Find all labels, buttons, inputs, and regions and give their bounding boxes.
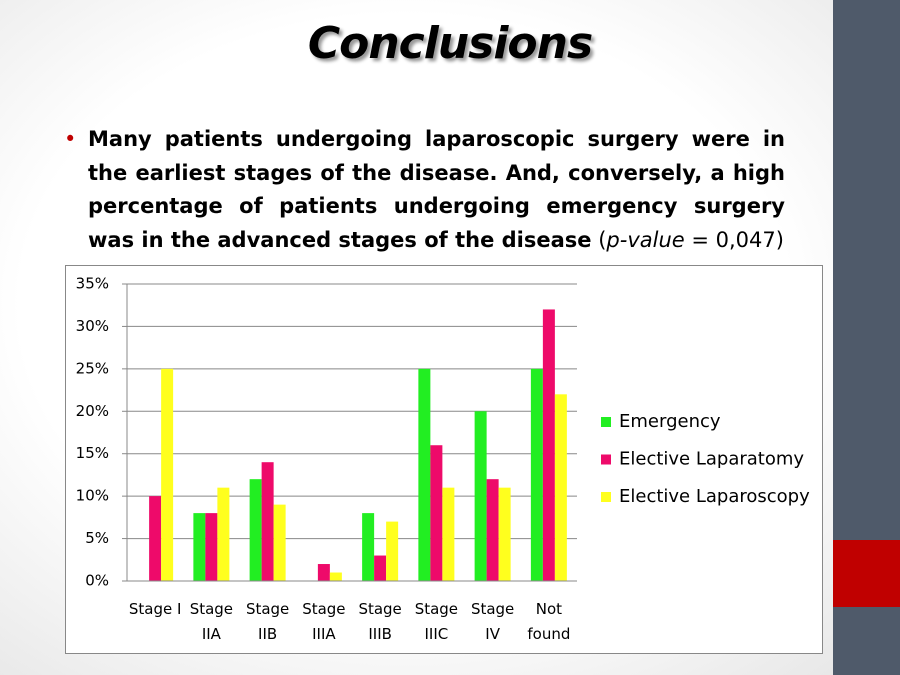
bar <box>554 394 567 581</box>
x-tick-label: Stage I <box>128 600 182 618</box>
bullet-dot: • <box>64 127 77 151</box>
bar <box>161 368 174 581</box>
y-tick-label: 10% <box>76 487 109 505</box>
x-tick-label: Stage IIIC <box>414 600 459 643</box>
y-tick-label: 15% <box>76 444 109 462</box>
bar <box>542 309 555 581</box>
chart-svg: 0% 5% 10% 15% 20% 25% 30% 35% Emergency Elective … <box>76 275 810 590</box>
bar <box>374 555 387 581</box>
y-tick-label: 35% <box>76 275 109 293</box>
y-tick-label: 0% <box>85 572 109 590</box>
bar <box>530 368 543 581</box>
bar <box>486 479 499 581</box>
bar <box>329 572 342 581</box>
sidebar-accent <box>833 540 900 607</box>
bar <box>205 513 218 581</box>
y-tick-label: 25% <box>76 359 109 377</box>
x-tick-label: Stage IIIB <box>358 600 402 643</box>
bar <box>430 445 443 581</box>
bar <box>193 513 206 581</box>
slide-title: Conclusions <box>307 18 593 69</box>
bullet-italic: p-value <box>606 227 685 252</box>
bullet-bold: Many patients undergoing laparoscopic su… <box>88 127 785 252</box>
legend-swatch <box>601 492 611 502</box>
chart: 0% 5% 10% 15% 20% 25% 30% 35% Emergency Elective … <box>65 265 823 654</box>
x-tick-label: Stage IIB <box>245 600 290 643</box>
x-tick-label: Stage IV <box>470 600 515 643</box>
bar <box>498 487 511 581</box>
legend-swatch <box>601 417 611 427</box>
bar <box>386 521 399 581</box>
bar <box>474 411 487 581</box>
legend-label: Emergency <box>619 411 721 432</box>
x-tick-label: Stage IIA <box>189 600 234 643</box>
bar <box>362 513 375 581</box>
x-tick-label: Stage IIIA <box>302 600 346 643</box>
bullet-part: ( <box>591 227 607 252</box>
bar <box>217 487 230 581</box>
x-tick-label: Not found <box>527 600 571 643</box>
bar <box>442 487 455 581</box>
bar <box>317 564 330 581</box>
bar <box>149 496 162 581</box>
y-tick-label: 20% <box>76 402 109 420</box>
legend-swatch <box>601 454 611 465</box>
bullet-text: Many patients undergoing laparoscopic su… <box>88 123 785 257</box>
bar <box>249 479 262 581</box>
y-tick-label: 30% <box>76 317 109 335</box>
y-tick-label: 5% <box>85 529 109 547</box>
bullet-part: = 0,047) <box>684 227 784 252</box>
bar <box>261 462 274 581</box>
legend-label: Elective Laparatomy <box>619 449 804 470</box>
bar <box>418 368 431 581</box>
legend-label: Elective Laparoscopy <box>619 486 810 507</box>
bar <box>273 504 286 581</box>
